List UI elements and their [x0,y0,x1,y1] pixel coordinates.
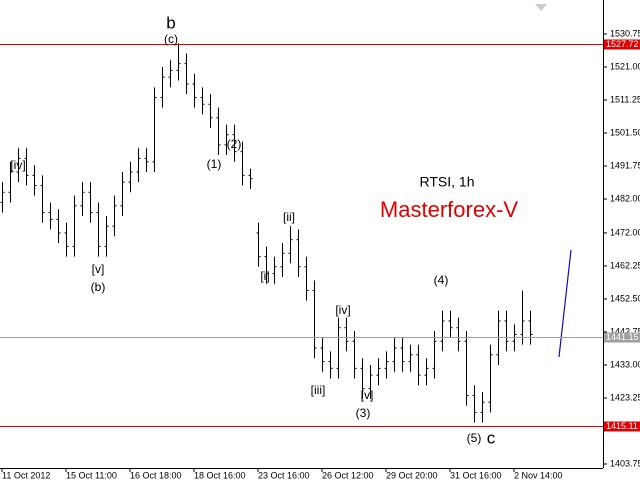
wave-label: [iv] [335,303,350,317]
wave-label: (5) [467,431,482,445]
level-label-box [604,39,640,50]
x-tick-label: 15 Oct 11:00 [66,470,117,480]
level-label: 1415.11 [606,421,638,431]
x-tick-label: 16 Oct 18:00 [130,470,182,480]
wave-label: c [487,428,496,447]
x-tick-label: 2 Nov 14:00 [514,470,563,480]
wave-label: [iv] [10,158,25,172]
y-tick-label: 1482.00 [610,193,640,203]
x-tick-label: 26 Oct 12:00 [322,470,374,480]
x-tick-label: 31 Oct 16:00 [450,470,502,480]
y-tick-label: 1491.75 [610,160,640,170]
x-tick-label: 23 Oct 16:00 [258,470,310,480]
wave-label: [v] [361,388,374,402]
wave-label: (4) [434,273,449,287]
y-tick-label: 1433.00 [610,359,640,369]
y-tick-label: 1403.75 [610,458,640,468]
y-tick-label: 1462.25 [610,260,640,270]
projection-line [558,249,572,358]
level-label: 1527.72 [606,39,639,49]
x-tick-label: 11 Oct 2012 [2,470,50,480]
y-tick-label: 1423.25 [610,392,640,402]
wave-label: (2) [227,137,242,151]
x-tick-label: 18 Oct 16:00 [194,470,246,480]
wave-label: (3) [356,406,371,420]
level-label-box [604,421,640,432]
level-label: 1441.15 [606,332,639,342]
wave-label: b [166,13,175,32]
level-label-box [604,332,640,343]
y-tick-label: 1501.50 [610,127,640,137]
y-tick-label: 1521.00 [610,61,640,71]
wave-label: (1) [207,157,222,171]
y-tick-label: 1452.50 [610,293,640,303]
wave-label: [v] [92,262,105,276]
y-tick-label: 1530.75 [610,28,640,38]
y-tick-label: 1511.25 [610,94,640,104]
y-tick-label: 1472.00 [610,227,640,237]
wave-label: [ii] [283,210,295,224]
chart-title: RTSI, 1h [420,174,475,190]
wave-label: [iii] [311,383,326,397]
chart-subtitle: Masterforex-V [380,197,518,222]
wave-label: [i] [260,269,269,283]
x-tick-label: 29 Oct 20:00 [386,470,438,480]
y-tick-label: 1442.75 [610,326,640,336]
scroll-marker [535,4,547,11]
wave-label: (b) [91,280,106,294]
wave-label: (c) [164,32,178,46]
